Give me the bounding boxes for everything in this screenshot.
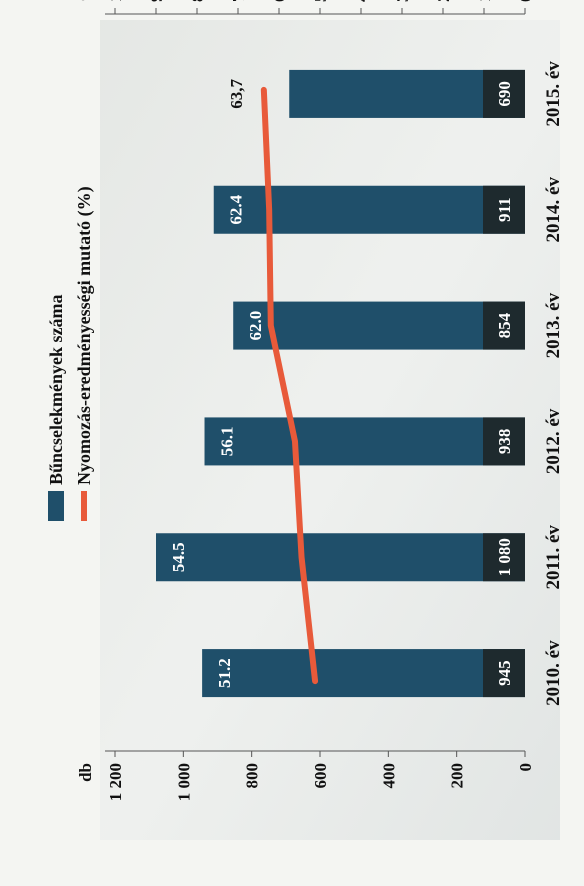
bar-label-area [483,649,525,698]
category-label: 2012. év [543,408,564,474]
left-axis-tick-label: 1 000 [174,763,193,801]
left-axis-tick-label: 600 [311,763,330,789]
left-axis-tick-label: 0 [516,763,535,772]
line-value-label: 56.1 [218,427,237,457]
line-value-label: 63,7 [227,79,246,109]
right-axis-tick-label: 40 [352,0,371,2]
right-axis-tick-label: 70 [229,0,248,2]
left-axis-tick-label: 400 [379,763,398,789]
bar-label-area [483,417,525,466]
bar-value-label: 854 [495,312,514,338]
bar-value-label: 945 [495,660,514,686]
right-axis-tick-label: 20 [434,0,453,2]
bar-value-label: 690 [495,81,514,107]
right-axis-unit: % [76,0,95,2]
bar-value-label: 938 [495,429,514,455]
bar-series: 945 1 080 938 854 911 690 [156,69,525,698]
legend-label-line: Nyomozás-eredményességi mutató (%) [74,186,95,485]
right-axis-tick-label: 100 [106,0,125,2]
category-axis: 2010. év 2011. év 2012. év 2013. év 2014. év… [543,61,564,706]
category-label: 2010. év [543,640,564,706]
bar-label-area [483,185,525,234]
legend-label-bar: Bűncselekmények száma [46,295,66,486]
bar [289,69,525,118]
legend: Bűncselekmények száma Nyomozás-eredményes… [46,186,95,521]
bar [202,649,525,698]
bar-value-label: 1 080 [495,538,514,576]
bar-label-area [483,533,525,582]
line-path [260,86,319,685]
right-axis-tick-label: 50 [311,0,330,2]
left-axis-tick-label: 200 [448,763,467,789]
right-axis-tick-label: 60 [270,0,289,2]
right-axis-tick-label: 30 [393,0,412,2]
left-axis-unit: db [76,763,95,782]
bar [233,301,525,350]
category-label: 2015. év [543,61,564,127]
left-axis: 0 200 400 600 800 1 000 1 200 db [76,750,535,801]
bar-label-area [483,301,525,350]
category-label: 2014. év [543,177,564,243]
line-value-label: 62.4 [227,194,246,224]
bar-label-area [483,69,525,118]
left-axis-tick-label: 1 200 [106,763,125,801]
right-axis-tick-label: 10 [475,0,494,2]
line-value-label: 51.2 [215,658,234,688]
line-series: 51.2 54.5 56.1 62.0 62.4 63,7 [169,79,319,688]
legend-swatch-bar [48,491,64,521]
right-axis: 0 10 20 30 40 50 60 70 80 90 100% [76,0,535,15]
category-label: 2011. év [543,525,564,590]
right-axis-tick-label: 90 [147,0,166,2]
right-axis-tick-label: 80 [188,0,207,2]
bar [213,185,525,234]
line-value-label: 54.5 [169,542,188,572]
category-label: 2013. év [543,292,564,358]
bar-value-label: 911 [495,197,514,222]
bar [204,417,525,466]
rotated-chart-frame: Bűncselekmények száma Nyomozás-eredményes… [46,0,564,801]
right-axis-tick-label: 0 [516,0,535,2]
bar [156,533,525,582]
line-value-label: 62.0 [246,311,265,341]
left-axis-tick-label: 800 [243,763,262,789]
